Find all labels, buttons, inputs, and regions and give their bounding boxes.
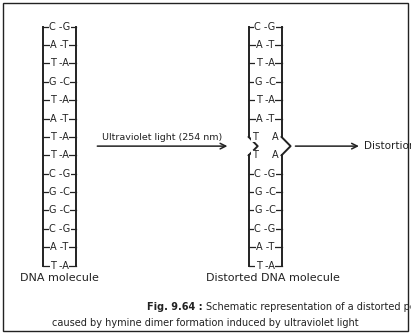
Text: Distorted DNA molecule: Distorted DNA molecule	[206, 273, 340, 283]
Text: DNA molecule: DNA molecule	[20, 273, 99, 283]
Text: A: A	[272, 132, 279, 142]
Text: T -A: T -A	[256, 261, 275, 271]
Text: Ultraviolet light (254 nm): Ultraviolet light (254 nm)	[102, 133, 222, 142]
Text: A -T: A -T	[256, 40, 274, 50]
Text: T -A: T -A	[50, 261, 69, 271]
Text: A -T: A -T	[256, 242, 274, 252]
Text: G -C: G -C	[49, 77, 70, 87]
Text: T -A: T -A	[50, 58, 69, 68]
Text: T -A: T -A	[50, 132, 69, 142]
Text: Distortion: Distortion	[364, 141, 411, 151]
Text: C -G: C -G	[49, 224, 70, 234]
Text: G -C: G -C	[49, 205, 70, 215]
Text: T -A: T -A	[256, 58, 275, 68]
Text: C -G: C -G	[254, 224, 276, 234]
Text: G -C: G -C	[255, 187, 275, 197]
Text: A -T: A -T	[256, 114, 274, 124]
Text: C -G: C -G	[254, 22, 276, 32]
Text: T -A: T -A	[50, 95, 69, 105]
Text: G -C: G -C	[255, 77, 275, 87]
Text: caused by hymine dimer formation induced by ultraviolet light: caused by hymine dimer formation induced…	[52, 318, 359, 328]
Text: A -T: A -T	[51, 242, 69, 252]
Text: C -G: C -G	[49, 22, 70, 32]
Text: Schematic representation of a distorted portion of DNA: Schematic representation of a distorted …	[206, 302, 411, 312]
Text: T -A: T -A	[256, 95, 275, 105]
Text: A -T: A -T	[51, 40, 69, 50]
Text: C -G: C -G	[49, 169, 70, 179]
Text: G -C: G -C	[49, 187, 70, 197]
Text: C -G: C -G	[254, 169, 276, 179]
Text: Fig. 9.64 :: Fig. 9.64 :	[146, 302, 206, 312]
Text: T: T	[252, 132, 257, 142]
Text: T -A: T -A	[50, 150, 69, 160]
Text: T: T	[252, 150, 257, 160]
Text: A: A	[272, 150, 279, 160]
Text: A -T: A -T	[51, 114, 69, 124]
Text: G -C: G -C	[255, 205, 275, 215]
